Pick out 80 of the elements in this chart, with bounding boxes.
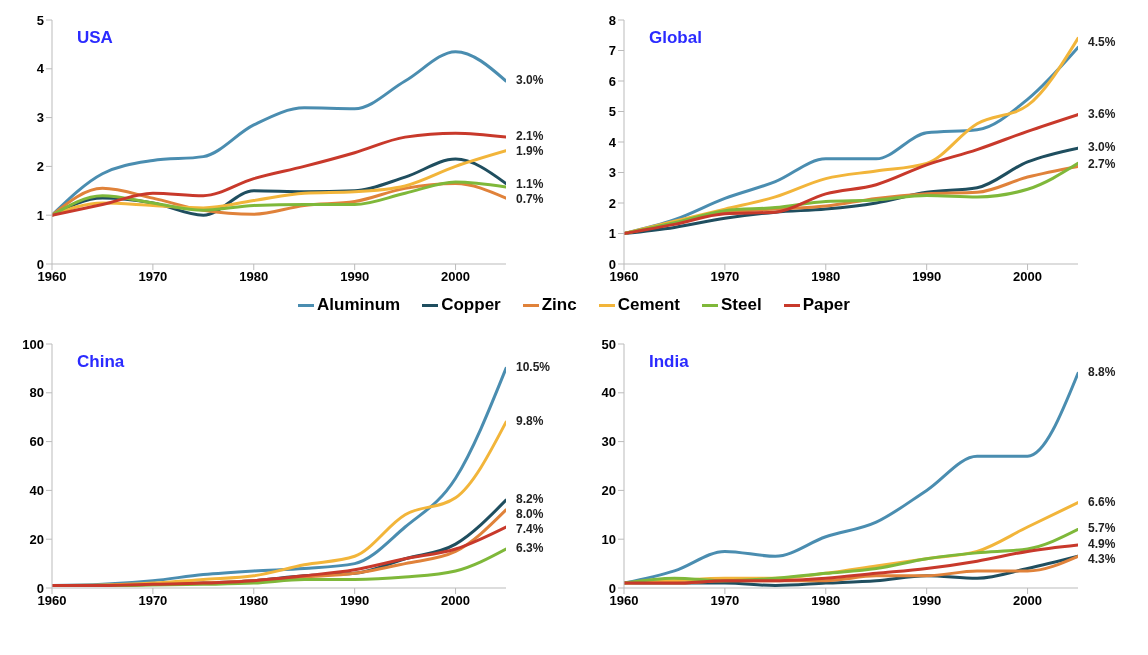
line-series: [52, 131, 506, 217]
text: 2.1%: [516, 129, 544, 144]
x-tick-label: 1980: [239, 269, 269, 285]
legend-label: Cement: [617, 295, 681, 315]
y-tick-label: 0: [608, 256, 616, 272]
text: 7.4%: [516, 522, 544, 537]
legend-label: Copper: [441, 295, 501, 315]
x-tick-label: 2000: [441, 593, 471, 609]
text: 0.7%: [516, 192, 544, 207]
x-tick-label: 1990: [340, 269, 370, 285]
x-tick-label: 1990: [340, 593, 370, 609]
y-tick-label: 8: [608, 12, 616, 28]
legend-label: Steel: [721, 295, 762, 315]
y-tick-label: 0: [36, 580, 44, 596]
x-tick-label: 1970: [138, 593, 168, 609]
y-tick-label: 7: [608, 43, 616, 59]
text: 3.6%: [1088, 106, 1116, 121]
y-tick-label: 40: [601, 385, 616, 401]
x-tick-label: 1990: [912, 593, 942, 609]
x-tick-label: 1990: [912, 269, 942, 285]
text: 10.5%: [516, 360, 551, 375]
y-tick-label: 2: [36, 159, 44, 175]
text: 1.9%: [516, 144, 544, 159]
y-tick-label: 40: [29, 483, 44, 499]
text: 1.1%: [516, 177, 544, 192]
x-tick-label: 1960: [37, 593, 67, 609]
x-tick-label: 2000: [441, 269, 471, 285]
legend-label: Paper: [802, 295, 850, 315]
y-tick-label: 5: [608, 104, 616, 120]
y-tick-label: 0: [36, 256, 44, 272]
y-tick-label: 50: [601, 336, 616, 352]
text: 4.3%: [1088, 552, 1116, 567]
legend-label: Zinc: [541, 295, 577, 315]
y-tick-label: 30: [601, 434, 616, 450]
text: USA: [77, 28, 113, 48]
x-tick-label: 1980: [239, 593, 269, 609]
line-series: [624, 113, 1078, 235]
text: 2.7%: [1088, 156, 1116, 171]
y-tick-label: 3: [36, 110, 44, 126]
text: 4.5%: [1088, 34, 1116, 49]
x-tick-label: 1970: [138, 269, 168, 285]
x-tick-label: 1970: [710, 269, 740, 285]
legend-label: Aluminum: [317, 295, 401, 315]
y-tick-label: 3: [608, 165, 616, 181]
y-tick-label: 1: [608, 226, 616, 242]
text: 8.2%: [516, 492, 544, 507]
text: 4.9%: [1088, 537, 1116, 552]
y-tick-label: 6: [608, 73, 616, 89]
text: India: [649, 352, 689, 372]
y-tick-label: 5: [36, 12, 44, 28]
y-tick-label: 1: [36, 207, 44, 223]
y-tick-label: 100: [22, 336, 44, 352]
text: 6.3%: [516, 540, 544, 555]
y-tick-label: 60: [29, 434, 44, 450]
text: 6.6%: [1088, 494, 1116, 509]
line-series: [624, 543, 1078, 585]
y-tick-label: 20: [601, 483, 616, 499]
x-tick-label: 1980: [811, 269, 841, 285]
text: China: [77, 352, 125, 372]
y-tick-label: 80: [29, 385, 44, 401]
y-tick-label: 4: [36, 61, 45, 77]
x-tick-label: 1960: [37, 269, 67, 285]
x-tick-label: 2000: [1013, 593, 1043, 609]
text: 3.0%: [516, 73, 544, 87]
x-tick-label: 1960: [609, 269, 639, 285]
text: 8.0%: [516, 507, 544, 522]
y-tick-label: 4: [608, 134, 617, 150]
text: 3.0%: [1088, 140, 1116, 155]
text: Global: [649, 28, 702, 48]
x-tick-label: 1980: [811, 593, 841, 609]
y-tick-label: 20: [29, 531, 44, 547]
text: 5.7%: [1088, 521, 1116, 536]
y-tick-label: 2: [608, 195, 616, 211]
text: 9.8%: [516, 414, 544, 429]
x-tick-label: 2000: [1013, 269, 1043, 285]
text: 8.8%: [1088, 365, 1116, 380]
x-tick-label: 1960: [609, 593, 639, 609]
y-tick-label: 0: [608, 580, 616, 596]
x-tick-label: 1970: [710, 593, 740, 609]
y-tick-label: 10: [601, 531, 616, 547]
